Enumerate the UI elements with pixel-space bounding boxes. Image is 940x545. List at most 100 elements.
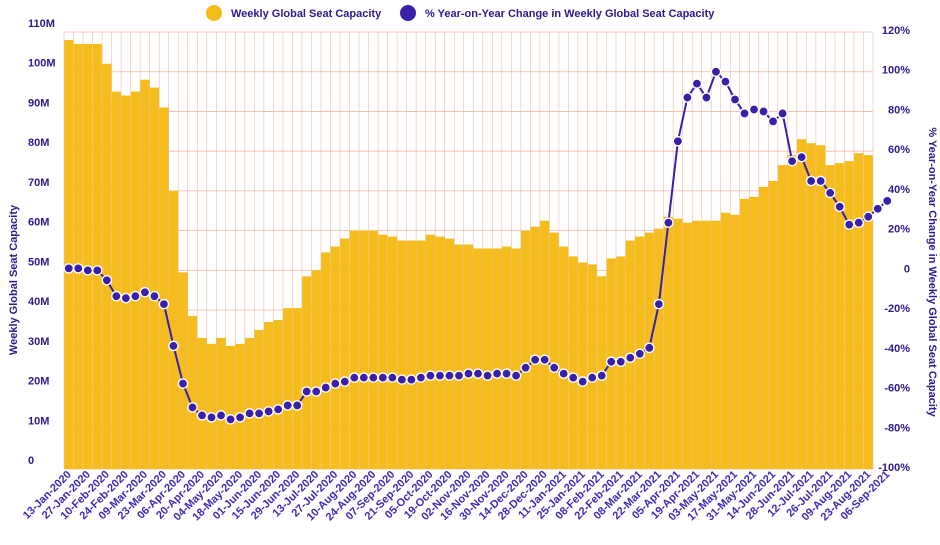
bar[interactable] — [454, 244, 464, 469]
line-point[interactable] — [63, 263, 75, 274]
line-point[interactable] — [453, 370, 465, 381]
bar[interactable] — [64, 39, 74, 469]
line-point[interactable] — [149, 290, 160, 302]
line-point[interactable] — [625, 352, 636, 364]
bar[interactable] — [711, 220, 721, 469]
line-point[interactable] — [548, 362, 560, 373]
bar[interactable] — [102, 63, 112, 469]
bar[interactable] — [844, 161, 854, 469]
line-point[interactable] — [425, 370, 436, 381]
line-point[interactable] — [225, 414, 236, 425]
bar[interactable] — [473, 248, 483, 469]
bar[interactable] — [463, 244, 474, 469]
line-point[interactable] — [472, 368, 484, 379]
line-point[interactable] — [253, 408, 265, 419]
bar[interactable] — [482, 248, 493, 469]
bar[interactable] — [682, 222, 692, 469]
line-point[interactable] — [463, 368, 474, 379]
line-point[interactable] — [348, 372, 360, 383]
bar[interactable] — [387, 236, 397, 469]
line-point[interactable] — [368, 372, 379, 383]
bar[interactable] — [730, 214, 740, 469]
bar[interactable] — [578, 262, 588, 469]
line-point[interactable] — [282, 400, 293, 411]
bar[interactable] — [321, 252, 331, 469]
bar[interactable] — [178, 272, 188, 469]
bar[interactable] — [378, 234, 388, 469]
bar[interactable] — [701, 220, 711, 469]
line-point[interactable] — [567, 372, 579, 383]
line-point[interactable] — [758, 106, 769, 117]
line-point[interactable] — [434, 370, 446, 381]
bar[interactable] — [311, 270, 321, 469]
line-point[interactable] — [301, 386, 313, 397]
line-point[interactable] — [644, 342, 655, 354]
line-point[interactable] — [415, 372, 427, 383]
line-point[interactable] — [663, 217, 674, 228]
line-point[interactable] — [739, 108, 750, 119]
line-point[interactable] — [805, 175, 817, 187]
line-point[interactable] — [177, 378, 189, 389]
line-point[interactable] — [215, 410, 227, 421]
line-point[interactable] — [710, 66, 722, 78]
line-point[interactable] — [396, 374, 408, 385]
bar[interactable] — [368, 230, 378, 469]
line-point[interactable] — [539, 354, 550, 366]
line-point[interactable] — [853, 217, 865, 228]
bar[interactable] — [197, 337, 207, 469]
bar[interactable] — [273, 320, 283, 469]
line-point[interactable] — [120, 292, 132, 304]
line-point[interactable] — [596, 370, 608, 381]
line-point[interactable] — [82, 265, 94, 276]
line-point[interactable] — [729, 94, 741, 105]
line-point[interactable] — [339, 376, 351, 387]
line-point[interactable] — [263, 406, 274, 417]
line-point[interactable] — [682, 92, 693, 103]
line-point[interactable] — [92, 265, 103, 276]
line-point[interactable] — [824, 187, 836, 199]
bar[interactable] — [264, 322, 274, 469]
line-point[interactable] — [187, 402, 198, 413]
bar[interactable] — [758, 186, 769, 469]
line-point[interactable] — [615, 356, 627, 368]
bar[interactable] — [140, 79, 150, 469]
bar[interactable] — [816, 145, 826, 470]
bar[interactable] — [73, 43, 83, 469]
line-point[interactable] — [196, 410, 208, 421]
line-point[interactable] — [482, 370, 493, 381]
bar[interactable] — [492, 248, 502, 469]
line-point[interactable] — [111, 290, 122, 302]
line-point[interactable] — [72, 263, 84, 274]
bar[interactable] — [397, 240, 407, 469]
line-point[interactable] — [862, 211, 874, 223]
bar[interactable] — [406, 240, 416, 469]
bar[interactable] — [340, 238, 350, 469]
bar[interactable] — [663, 216, 673, 469]
bar[interactable] — [92, 43, 102, 469]
bar[interactable] — [654, 228, 664, 469]
bar[interactable] — [121, 95, 131, 470]
bar[interactable] — [187, 316, 198, 469]
bar[interactable] — [226, 345, 236, 469]
bar[interactable] — [292, 308, 302, 469]
line-point[interactable] — [320, 382, 332, 393]
line-point[interactable] — [234, 412, 246, 423]
bar[interactable] — [283, 308, 293, 469]
line-point[interactable] — [834, 201, 845, 213]
line-point[interactable] — [491, 368, 503, 379]
bar[interactable] — [540, 220, 550, 469]
line-point[interactable] — [529, 354, 541, 366]
bar[interactable] — [159, 107, 169, 470]
bar[interactable] — [511, 248, 521, 469]
line-point[interactable] — [501, 368, 512, 379]
line-point[interactable] — [377, 372, 389, 383]
bar[interactable] — [435, 236, 445, 469]
bar[interactable] — [444, 238, 455, 469]
line-point[interactable] — [691, 78, 703, 89]
bar[interactable] — [587, 264, 597, 469]
bar[interactable] — [254, 329, 264, 469]
bar[interactable] — [768, 180, 778, 469]
bar[interactable] — [673, 218, 683, 469]
bar[interactable] — [83, 43, 93, 469]
line-point[interactable] — [387, 372, 398, 383]
